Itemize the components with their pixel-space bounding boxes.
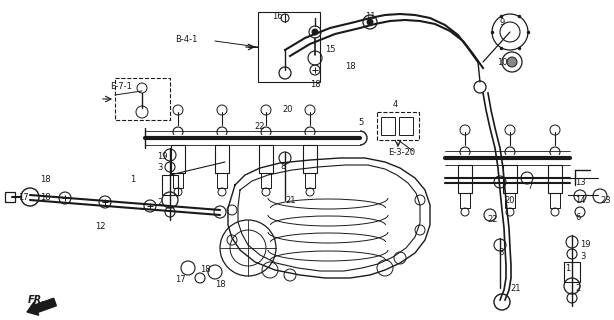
Bar — [162, 175, 178, 195]
Bar — [5, 192, 15, 202]
Text: 17: 17 — [18, 193, 29, 202]
Bar — [259, 145, 273, 173]
Bar — [115, 78, 170, 120]
Text: 4: 4 — [393, 100, 398, 109]
Bar — [399, 117, 413, 135]
Text: 8: 8 — [280, 162, 286, 171]
Text: 18: 18 — [200, 265, 211, 274]
Text: FR.: FR. — [28, 295, 46, 305]
Text: 23: 23 — [600, 196, 611, 205]
Bar — [171, 145, 185, 173]
Text: 1: 1 — [565, 264, 570, 273]
Bar — [173, 173, 183, 188]
Text: 5: 5 — [358, 118, 363, 127]
Text: 18: 18 — [310, 80, 321, 89]
Text: 9: 9 — [500, 18, 505, 27]
Text: 3: 3 — [580, 252, 585, 261]
Circle shape — [367, 19, 373, 25]
Text: 18: 18 — [215, 280, 225, 289]
Text: B-4-1: B-4-1 — [175, 35, 197, 44]
FancyArrow shape — [27, 298, 56, 315]
Text: 6: 6 — [575, 213, 580, 222]
Bar — [217, 173, 227, 188]
Text: 3: 3 — [157, 163, 162, 172]
Text: E-7-1: E-7-1 — [110, 82, 132, 91]
Text: 18: 18 — [40, 193, 50, 202]
Bar — [458, 165, 472, 193]
Text: 12: 12 — [95, 222, 106, 231]
Text: 2: 2 — [157, 198, 162, 207]
Bar — [261, 173, 271, 188]
Bar — [505, 193, 515, 208]
Text: 2: 2 — [575, 284, 580, 293]
Text: 21: 21 — [510, 284, 521, 293]
Text: 10: 10 — [497, 58, 508, 67]
Text: 18: 18 — [345, 62, 356, 71]
Text: 7: 7 — [527, 182, 532, 191]
Circle shape — [312, 29, 318, 35]
Text: 1: 1 — [130, 175, 135, 184]
Text: 22: 22 — [487, 215, 497, 224]
Bar — [564, 262, 580, 282]
Text: 17: 17 — [175, 275, 185, 284]
Circle shape — [507, 57, 517, 67]
Bar — [305, 173, 315, 188]
Bar — [460, 193, 470, 208]
Bar — [550, 193, 560, 208]
Bar — [258, 12, 320, 82]
Text: 8: 8 — [498, 248, 503, 257]
Text: 18: 18 — [40, 175, 50, 184]
Text: 16: 16 — [272, 12, 282, 21]
Text: 15: 15 — [325, 45, 335, 54]
Bar — [215, 145, 229, 173]
Text: 22: 22 — [254, 122, 265, 131]
Text: 11: 11 — [365, 12, 376, 21]
Bar — [548, 165, 562, 193]
Bar — [503, 165, 517, 193]
Text: 20: 20 — [282, 105, 292, 114]
Bar — [381, 117, 395, 135]
Text: 14: 14 — [575, 196, 586, 205]
Text: 20: 20 — [504, 196, 515, 205]
Text: 21: 21 — [285, 196, 295, 205]
Text: 19: 19 — [157, 152, 168, 161]
Text: 13: 13 — [575, 178, 586, 187]
Bar — [377, 112, 419, 140]
Text: 19: 19 — [580, 240, 591, 249]
Text: E-3-20: E-3-20 — [388, 148, 415, 157]
Bar — [303, 145, 317, 173]
